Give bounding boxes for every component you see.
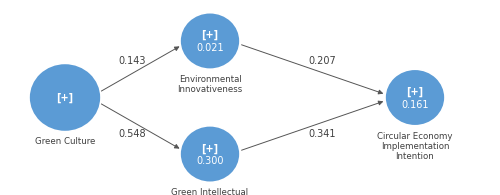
Text: 0.207: 0.207 — [308, 56, 336, 66]
Text: 0.143: 0.143 — [119, 56, 146, 66]
Text: [+]: [+] — [56, 92, 74, 103]
Ellipse shape — [29, 63, 101, 132]
Text: 0.341: 0.341 — [309, 129, 336, 139]
Text: Circular Economy
Implementation
Intention: Circular Economy Implementation Intentio… — [378, 132, 453, 161]
Ellipse shape — [180, 13, 240, 69]
Text: 0.161: 0.161 — [401, 100, 429, 110]
Text: Green Intellectual
Capital: Green Intellectual Capital — [172, 188, 248, 195]
Text: 0.548: 0.548 — [118, 129, 146, 139]
Text: Environmental
Innovativeness: Environmental Innovativeness — [178, 75, 242, 94]
Text: Green Culture: Green Culture — [35, 137, 95, 146]
Text: 0.021: 0.021 — [196, 43, 224, 53]
Text: [+]: [+] — [202, 143, 218, 153]
Text: 0.300: 0.300 — [196, 156, 224, 166]
Ellipse shape — [385, 69, 445, 126]
Text: [+]: [+] — [406, 87, 424, 97]
Ellipse shape — [180, 126, 240, 182]
Text: [+]: [+] — [202, 30, 218, 40]
